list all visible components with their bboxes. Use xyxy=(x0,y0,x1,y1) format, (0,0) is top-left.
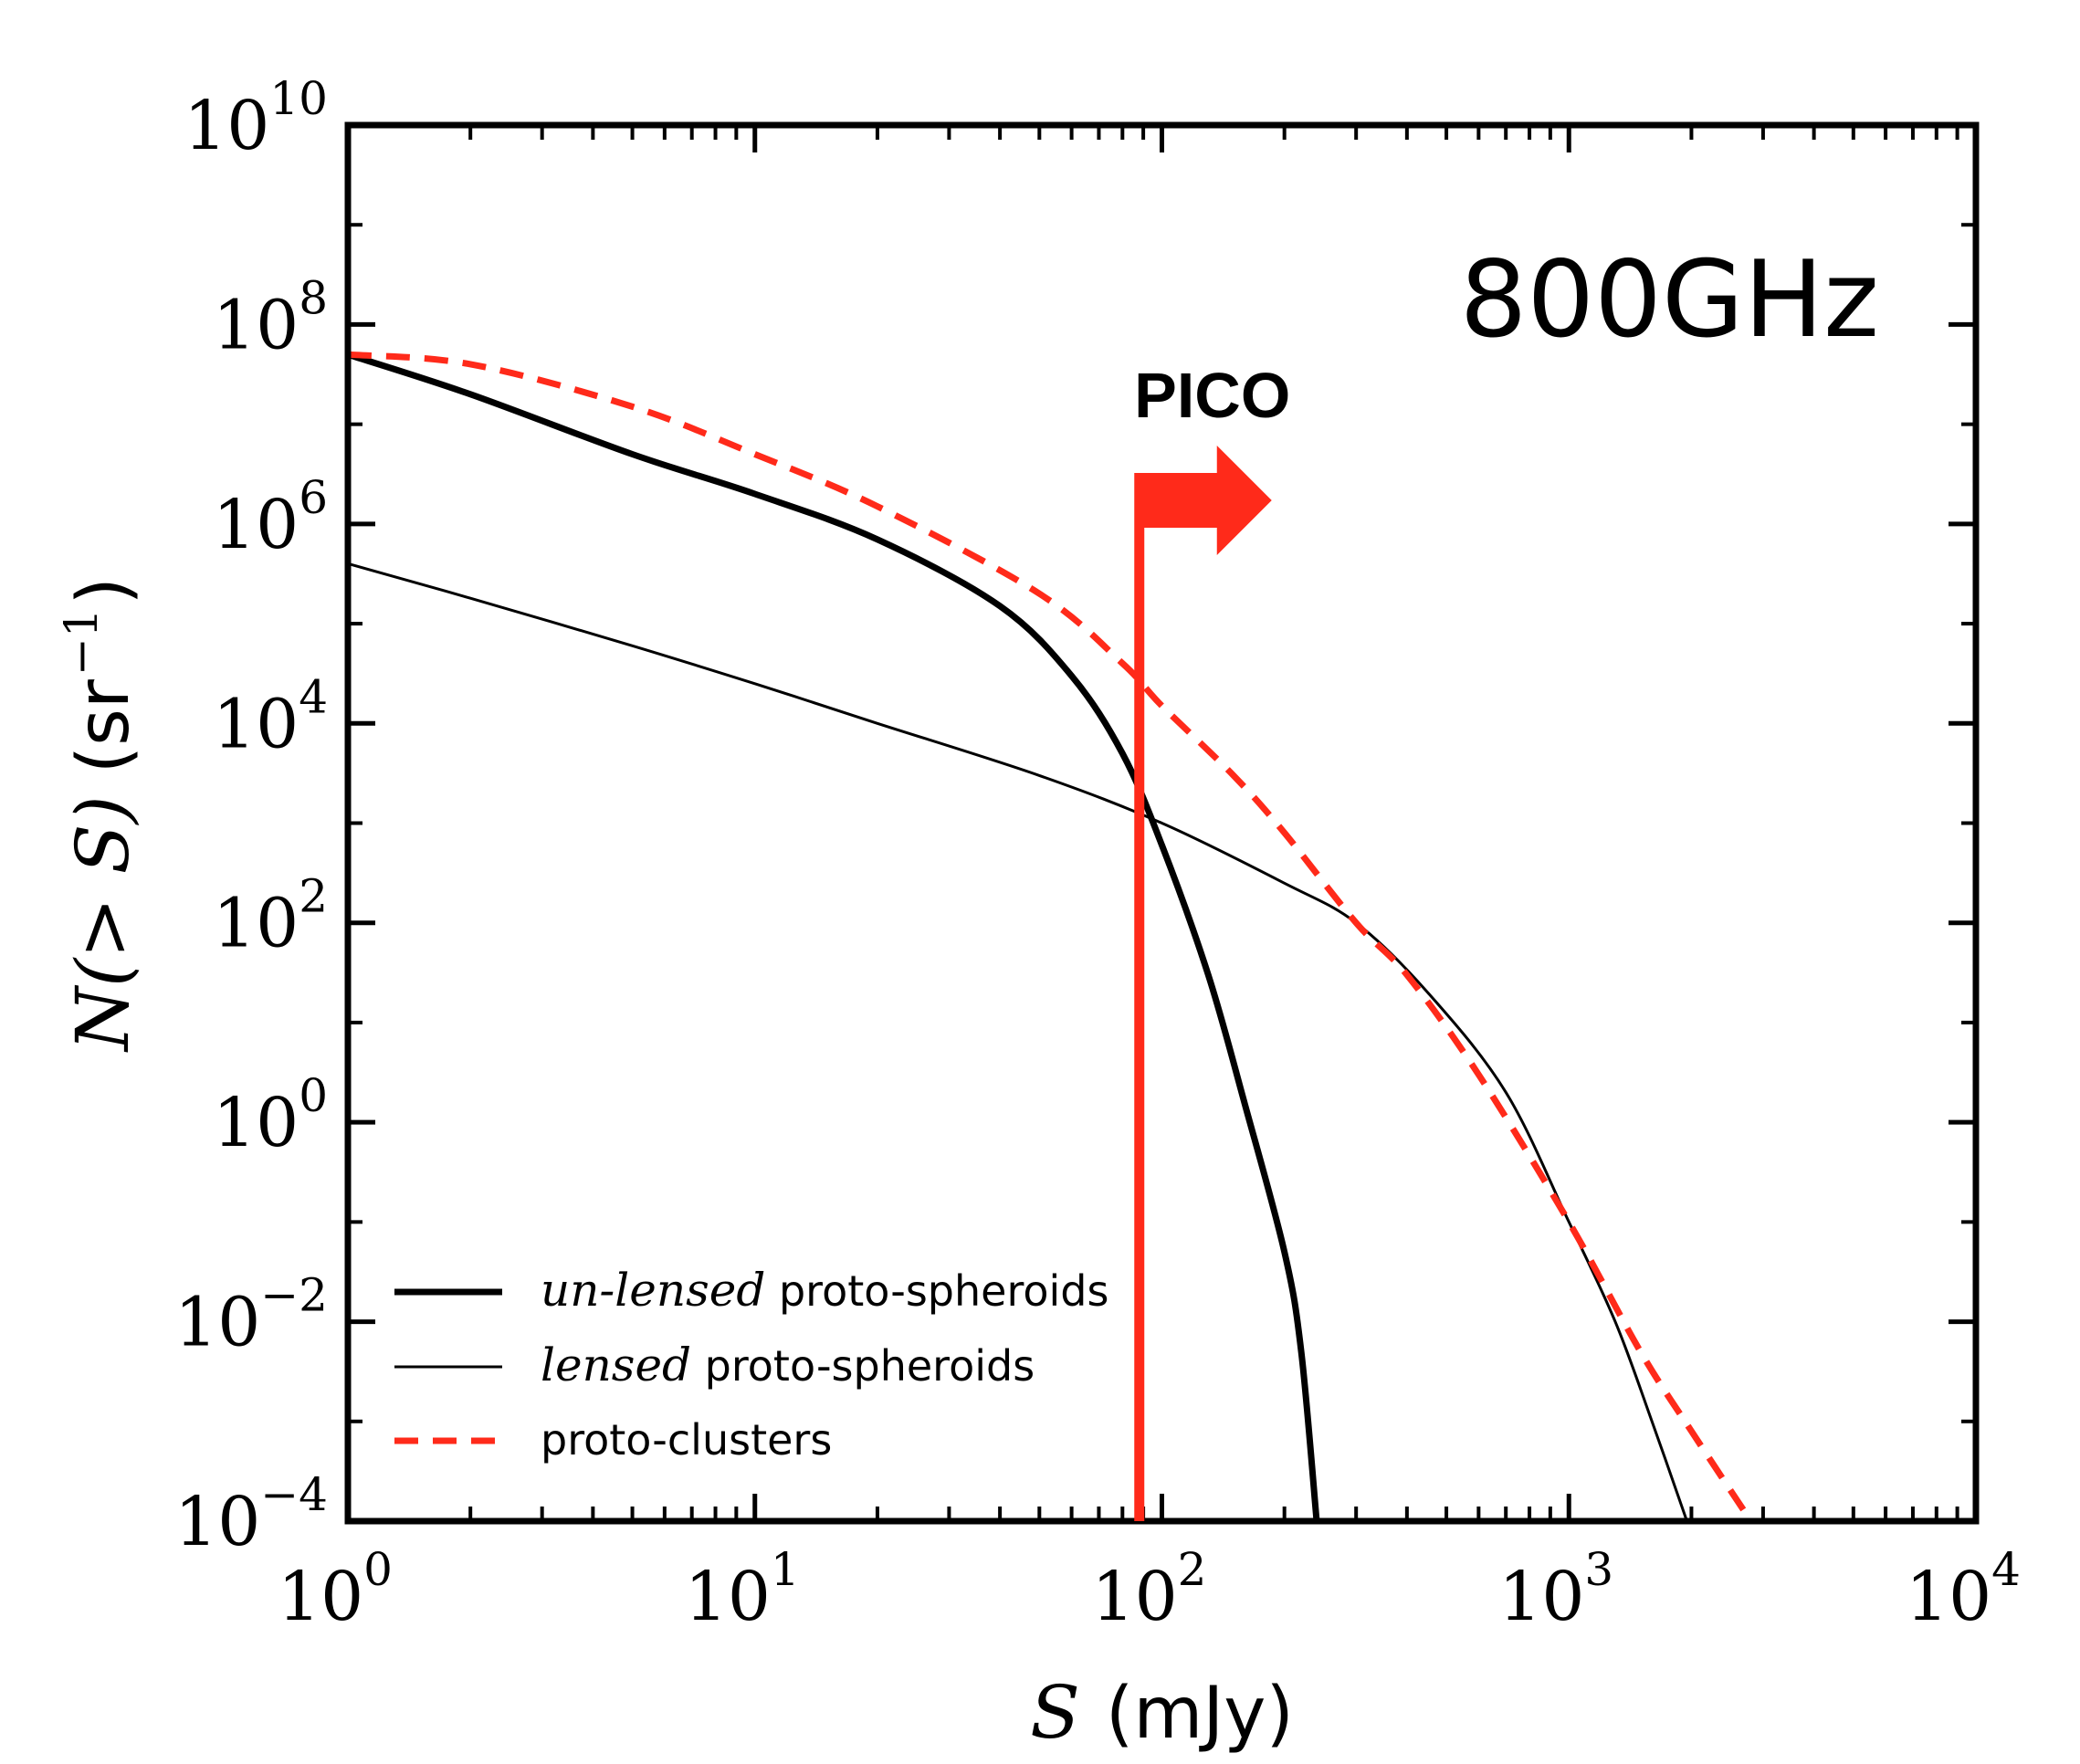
pico-label: PICO xyxy=(1134,360,1290,431)
x-axis-label-unit: (mJy) xyxy=(1106,1673,1294,1755)
x-tick-label-base: 10 xyxy=(685,1558,771,1636)
x-axis-label: S (mJy) xyxy=(1030,1670,1294,1755)
y-tick-label-exp: −4 xyxy=(260,1468,328,1521)
y-tick-label-base: 10 xyxy=(213,1084,299,1162)
x-tick-label: 104 xyxy=(1906,1543,2021,1636)
x-tick-label-exp: 0 xyxy=(363,1543,393,1596)
y-tick-label: 1010 xyxy=(184,72,328,165)
y-tick-label-exp: 4 xyxy=(299,670,328,723)
y-tick-label-base: 10 xyxy=(174,1284,260,1362)
y-tick-label-base: 10 xyxy=(213,486,299,564)
legend-label-2: proto-clusters xyxy=(541,1415,832,1465)
y-tick-label: 102 xyxy=(213,870,328,963)
series-line-1 xyxy=(348,562,1688,1521)
x-tick-label: 103 xyxy=(1498,1543,1613,1636)
y-tick-label: 10−4 xyxy=(174,1468,328,1561)
x-axis-label-var: S xyxy=(1030,1670,1080,1755)
y-tick-label-base: 10 xyxy=(213,286,299,364)
y-tick-label-exp: 0 xyxy=(299,1069,328,1122)
y-axis-label-unit: (sr xyxy=(63,678,145,773)
x-tick-label-exp: 1 xyxy=(771,1543,800,1596)
y-tick-label-exp: 2 xyxy=(299,870,328,923)
series-line-2 xyxy=(348,351,1754,1521)
y-axis-label-unit-exp: −1 xyxy=(55,608,108,676)
y-tick-label: 10−2 xyxy=(174,1269,328,1362)
legend-label-italic: un-lensed xyxy=(541,1264,765,1317)
y-tick-label-base: 10 xyxy=(184,87,269,165)
legend-label-text: proto-spheroids xyxy=(691,1341,1035,1391)
x-tick-label-exp: 3 xyxy=(1584,1543,1613,1596)
y-tick-label: 104 xyxy=(213,670,328,763)
tick-labels: 100 101 102 103 10410−410−210010210410610810… xyxy=(174,72,2021,1636)
y-tick-label-exp: 6 xyxy=(299,471,328,524)
y-tick-label: 108 xyxy=(213,271,328,364)
y-tick-label-base: 10 xyxy=(174,1483,260,1561)
y-tick-label-exp: −2 xyxy=(260,1269,328,1322)
pico-marker: PICO xyxy=(1134,360,1290,1521)
legend-label-0: un-lensed proto-spheroids xyxy=(541,1264,1108,1317)
y-tick-label: 100 xyxy=(213,1069,328,1162)
x-tick-label-exp: 2 xyxy=(1178,1543,1207,1596)
x-tick-label-base: 10 xyxy=(1498,1558,1584,1636)
y-tick-label-exp: 10 xyxy=(269,72,328,125)
y-tick-label-exp: 8 xyxy=(299,271,328,324)
x-tick-label: 100 xyxy=(278,1543,393,1636)
legend-label-text: proto-clusters xyxy=(541,1415,832,1465)
x-tick-label-base: 10 xyxy=(1906,1558,1991,1636)
y-tick-label-base: 10 xyxy=(213,685,299,763)
pico-arrow-icon xyxy=(1134,446,1272,555)
y-axis-label-main: N(> S) xyxy=(60,795,145,1053)
x-tick-label-exp: 4 xyxy=(1991,1543,2021,1596)
legend-label-text: proto-spheroids xyxy=(765,1266,1108,1316)
plot-area xyxy=(348,351,1754,1521)
series-line-0 xyxy=(348,351,1320,1521)
plot-frame xyxy=(344,121,1980,1525)
y-tick-label: 106 xyxy=(213,471,328,564)
y-tick-label-base: 10 xyxy=(213,885,299,963)
legend-label-1: lensed proto-spheroids xyxy=(541,1339,1035,1391)
x-tick-label-base: 10 xyxy=(1092,1558,1178,1636)
y-axis-label: N(> S) (sr −1 ) xyxy=(55,577,145,1053)
frequency-annotation: 800GHz xyxy=(1460,238,1879,362)
x-tick-label-base: 10 xyxy=(278,1558,363,1636)
x-tick-label: 101 xyxy=(685,1543,800,1636)
y-axis-label-unit-close: ) xyxy=(63,577,145,604)
x-tick-label: 102 xyxy=(1092,1543,1207,1636)
legend-label-italic: lensed xyxy=(541,1339,691,1391)
